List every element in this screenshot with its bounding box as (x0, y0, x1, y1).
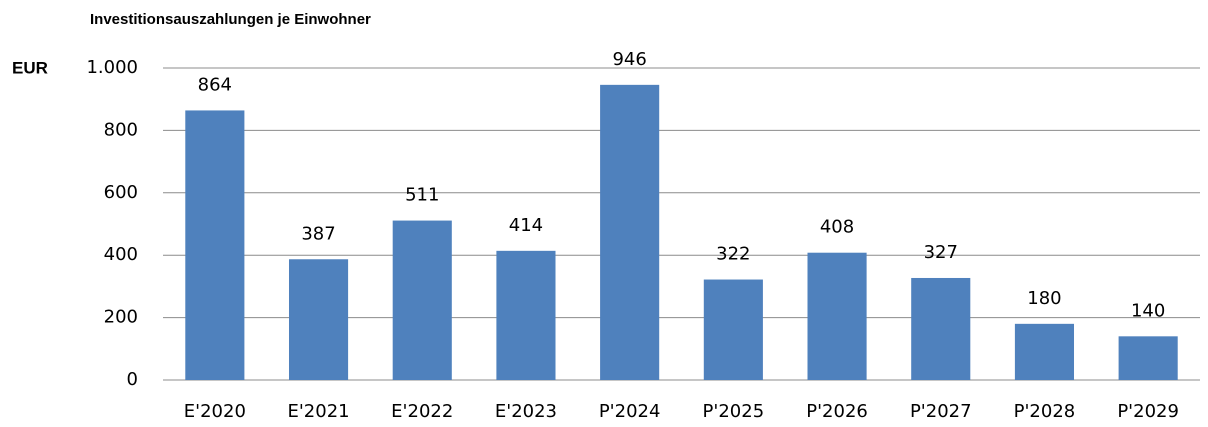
bar (1014, 323, 1075, 380)
x-tick-label: P'2028 (1014, 401, 1076, 422)
x-tick-label: P'2026 (806, 401, 868, 422)
data-label: 511 (405, 185, 439, 206)
data-label: 387 (301, 223, 335, 244)
bar (911, 277, 971, 380)
x-tick-label: E'2023 (495, 401, 557, 422)
bar (703, 279, 763, 380)
y-tick-label: 600 (104, 182, 138, 203)
y-tick-label: 200 (104, 307, 138, 328)
data-label: 414 (509, 215, 543, 236)
x-tick-label: E'2021 (287, 401, 349, 422)
bar (807, 252, 867, 380)
chart-title: Investitionsauszahlungen je Einwohner (90, 11, 371, 28)
bar (185, 110, 245, 380)
bar (600, 84, 660, 381)
y-tick-label: 400 (104, 244, 138, 265)
y-axis-label: EUR (12, 58, 48, 77)
data-label: 180 (1027, 288, 1061, 309)
x-tick-label: P'2025 (703, 401, 765, 422)
data-label: 864 (198, 74, 232, 95)
bar (392, 220, 452, 380)
data-label: 322 (716, 244, 750, 265)
data-label: 140 (1131, 300, 1165, 321)
bar (496, 250, 556, 380)
data-label: 946 (612, 49, 646, 70)
data-label: 408 (820, 217, 854, 238)
y-tick-label: 0 (127, 369, 138, 390)
x-tick-label: P'2024 (599, 401, 661, 422)
x-tick-label: E'2022 (391, 401, 453, 422)
x-tick-label: E'2020 (184, 401, 246, 422)
bar (288, 259, 349, 380)
bar (1118, 336, 1178, 380)
y-tick-label: 800 (104, 119, 138, 140)
data-label: 327 (924, 242, 958, 263)
x-tick-label: P'2029 (1117, 401, 1179, 422)
x-tick-label: P'2027 (910, 401, 972, 422)
y-tick-label: 1.000 (86, 57, 138, 78)
